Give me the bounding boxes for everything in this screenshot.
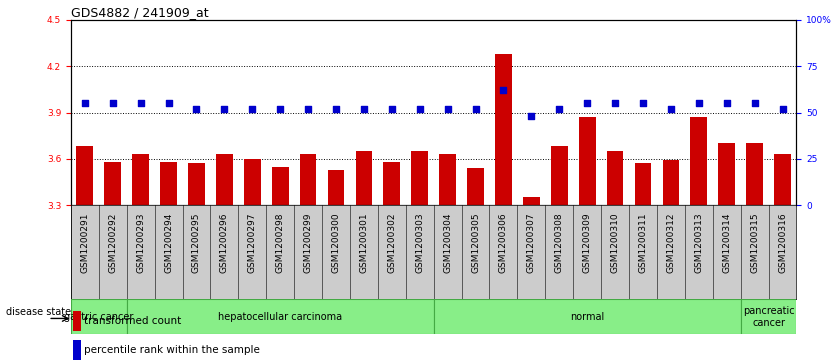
Point — [525, 113, 538, 119]
Bar — [774, 154, 791, 205]
Bar — [551, 146, 568, 205]
Text: GDS4882 / 241909_at: GDS4882 / 241909_at — [71, 6, 208, 19]
Bar — [579, 117, 595, 205]
Text: GSM1200292: GSM1200292 — [108, 213, 118, 273]
Text: GSM1200314: GSM1200314 — [722, 213, 731, 273]
Point — [776, 106, 789, 112]
Point — [329, 106, 343, 112]
Bar — [133, 154, 149, 205]
Text: GSM1200313: GSM1200313 — [694, 213, 703, 273]
Bar — [355, 151, 372, 205]
Text: GSM1200309: GSM1200309 — [583, 213, 591, 273]
Text: percentile rank within the sample: percentile rank within the sample — [83, 344, 259, 355]
Bar — [104, 162, 121, 205]
Text: transformed count: transformed count — [83, 315, 181, 326]
Text: GSM1200297: GSM1200297 — [248, 213, 257, 273]
Bar — [384, 162, 400, 205]
Point — [385, 106, 399, 112]
Text: GSM1200295: GSM1200295 — [192, 213, 201, 273]
Bar — [635, 163, 651, 205]
Text: GSM1200306: GSM1200306 — [499, 213, 508, 273]
Bar — [244, 159, 261, 205]
Point — [301, 106, 314, 112]
Point — [78, 100, 92, 106]
Text: GSM1200302: GSM1200302 — [387, 213, 396, 273]
Text: GSM1200293: GSM1200293 — [136, 213, 145, 273]
Text: GSM1200304: GSM1200304 — [443, 213, 452, 273]
Point — [357, 106, 370, 112]
Point — [720, 100, 733, 106]
Bar — [328, 170, 344, 205]
Text: GSM1200312: GSM1200312 — [666, 213, 676, 273]
Point — [636, 100, 650, 106]
Text: GSM1200291: GSM1200291 — [80, 213, 89, 273]
Bar — [467, 168, 484, 205]
Bar — [523, 197, 540, 205]
Point — [608, 100, 621, 106]
Bar — [73, 311, 81, 331]
Bar — [71, 299, 127, 334]
Bar — [662, 160, 679, 205]
Bar — [411, 151, 428, 205]
Bar — [606, 151, 624, 205]
Point — [106, 100, 119, 106]
Bar — [741, 299, 796, 334]
Text: pancreatic
cancer: pancreatic cancer — [743, 306, 794, 327]
Bar — [188, 163, 205, 205]
Text: GSM1200294: GSM1200294 — [164, 213, 173, 273]
Bar — [216, 154, 233, 205]
Text: GSM1200305: GSM1200305 — [471, 213, 480, 273]
Text: normal: normal — [570, 312, 605, 322]
Bar — [691, 117, 707, 205]
Text: GSM1200315: GSM1200315 — [750, 213, 759, 273]
Point — [413, 106, 426, 112]
Bar — [440, 154, 456, 205]
Text: GSM1200307: GSM1200307 — [527, 213, 536, 273]
Point — [218, 106, 231, 112]
Bar — [127, 299, 434, 334]
Text: GSM1200316: GSM1200316 — [778, 213, 787, 273]
Point — [692, 100, 706, 106]
Text: disease state: disease state — [7, 306, 72, 317]
Bar — [272, 167, 289, 205]
Point — [441, 106, 455, 112]
Point — [580, 100, 594, 106]
Point — [190, 106, 203, 112]
Text: hepatocellular carcinoma: hepatocellular carcinoma — [219, 312, 342, 322]
Text: GSM1200303: GSM1200303 — [415, 213, 425, 273]
Point — [748, 100, 761, 106]
Text: GSM1200298: GSM1200298 — [276, 213, 284, 273]
Bar — [434, 299, 741, 334]
Point — [274, 106, 287, 112]
Bar — [718, 143, 735, 205]
Text: GSM1200296: GSM1200296 — [220, 213, 229, 273]
Text: GSM1200310: GSM1200310 — [610, 213, 620, 273]
Point — [497, 87, 510, 93]
Point — [245, 106, 259, 112]
Text: GSM1200301: GSM1200301 — [359, 213, 369, 273]
Text: GSM1200299: GSM1200299 — [304, 213, 313, 273]
Bar — [160, 162, 177, 205]
Bar — [299, 154, 316, 205]
Bar — [495, 54, 512, 205]
Text: GSM1200308: GSM1200308 — [555, 213, 564, 273]
Point — [664, 106, 677, 112]
Bar — [746, 143, 763, 205]
Point — [134, 100, 148, 106]
Bar — [73, 340, 81, 360]
Bar — [77, 146, 93, 205]
Point — [162, 100, 175, 106]
Text: GSM1200311: GSM1200311 — [639, 213, 647, 273]
Point — [553, 106, 566, 112]
Point — [469, 106, 482, 112]
Text: gastric cancer: gastric cancer — [64, 312, 133, 322]
Text: GSM1200300: GSM1200300 — [331, 213, 340, 273]
